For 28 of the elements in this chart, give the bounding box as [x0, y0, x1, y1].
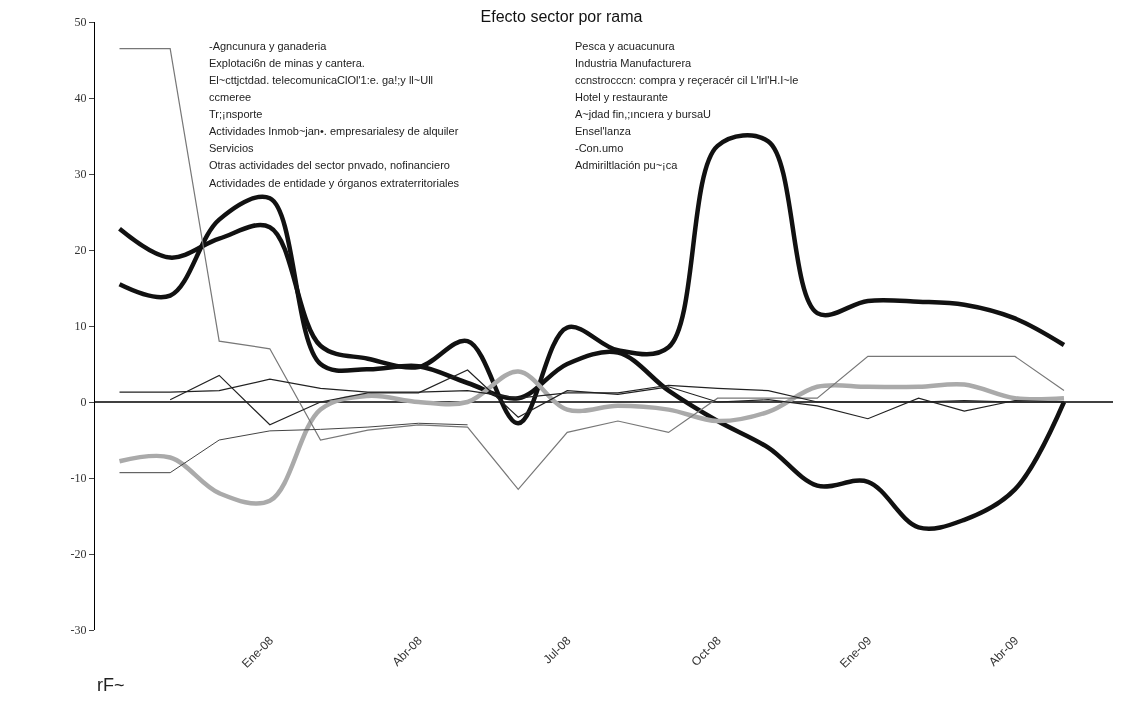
y-tick-label: -10 [70, 471, 87, 486]
annotation: El~cttjctdad. telecomunicaClOl'1:e. ga!;y ll~Ull [209, 74, 434, 86]
chart-title: Efecto sector por rama [480, 7, 643, 25]
y-tick-label: 50 [74, 15, 87, 30]
annotation: Otras actividades del sector pnvado, nofinanciero [209, 159, 450, 171]
annotation: -Agncunura y ganaderia [209, 40, 328, 52]
y-tick-label: 0 [80, 395, 87, 410]
annotation: Servicios [209, 142, 255, 154]
annotation: Hotel y restaurante [575, 91, 668, 103]
y-tick-label: 10 [74, 319, 87, 334]
annotation: Industria Manufacturera [575, 57, 693, 69]
y-tick-label: 20 [74, 243, 87, 258]
annotation: -Con.umo [575, 142, 624, 154]
text: rF~ [97, 675, 125, 695]
y-tick-label: -20 [70, 547, 87, 562]
annotation: Actividades de entidade y órganos extraterritoriales [209, 177, 460, 189]
annotation: Actividades Inmob~jan•. empresarialesy de alquiler [209, 125, 459, 137]
annotation: Pesca y acuacunura [575, 40, 676, 52]
annotation: Admiriltlación pu~¡ca [575, 159, 679, 171]
annotation: Tr;¡nsporte [209, 108, 263, 120]
annotation: ccmeree [209, 91, 252, 103]
y-tick-label: 40 [74, 91, 87, 106]
annotation: ccnstrocccn: compra y reçeracér cil L'lrl'H.I~le [575, 74, 799, 86]
y-tick-label: -30 [70, 623, 87, 638]
annotation: A~jdad fin,;ıncıera y bursaU [575, 108, 712, 120]
annotation: Explotaci6n de minas y cantera. [209, 57, 365, 69]
y-tick-label: 30 [74, 167, 87, 182]
annotation: Ensel'lanza [575, 125, 632, 137]
